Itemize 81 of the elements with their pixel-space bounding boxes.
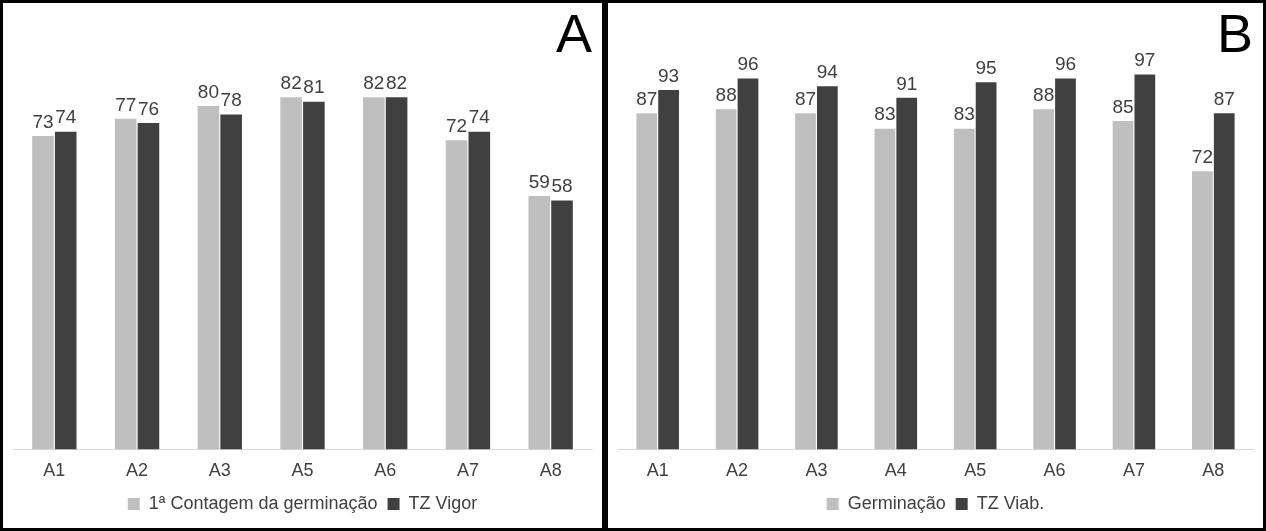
bar xyxy=(1192,171,1213,450)
data-label: 87 xyxy=(794,87,817,109)
data-label: 83 xyxy=(874,103,896,125)
bar xyxy=(715,109,737,450)
data-label: 77 xyxy=(115,93,137,115)
bar xyxy=(445,140,468,450)
bar xyxy=(975,82,997,450)
x-tick-label: A2 xyxy=(726,460,749,481)
x-tick-label: A2 xyxy=(126,460,149,481)
bar xyxy=(816,86,838,450)
x-tick-label: A8 xyxy=(1202,460,1225,481)
x-tick-label: A6 xyxy=(1043,460,1066,481)
x-tick-label: A1 xyxy=(43,460,66,481)
bar xyxy=(896,97,918,450)
data-label: 59 xyxy=(528,170,550,192)
bar xyxy=(303,101,325,450)
data-label: 96 xyxy=(737,53,759,75)
bar xyxy=(114,118,137,450)
bar xyxy=(528,196,551,450)
x-tick-label: A7 xyxy=(1122,460,1145,481)
data-label: 74 xyxy=(55,106,77,128)
data-label: 93 xyxy=(658,64,680,86)
data-label: 78 xyxy=(220,89,242,111)
data-label: 83 xyxy=(953,103,975,125)
x-tick-label: A3 xyxy=(805,460,828,481)
x-tick-label: A7 xyxy=(456,460,479,481)
data-label: 81 xyxy=(303,76,325,98)
legend-label: TZ Vigor xyxy=(408,492,478,513)
data-label: 82 xyxy=(280,72,302,94)
data-label: 91 xyxy=(896,72,918,94)
chart-title: B xyxy=(1216,3,1253,63)
bar xyxy=(636,113,658,450)
x-tick-label: A1 xyxy=(646,460,669,481)
data-label: 95 xyxy=(975,57,997,79)
bar xyxy=(874,128,896,450)
data-label: 97 xyxy=(1134,49,1156,71)
data-label: 72 xyxy=(1191,145,1213,167)
bar xyxy=(280,97,302,450)
bar xyxy=(658,90,679,450)
data-label: 96 xyxy=(1054,53,1077,75)
bar xyxy=(795,113,816,450)
legend-label: 1ª Contagem da germinação xyxy=(148,492,378,513)
data-label: 85 xyxy=(1112,95,1134,117)
bar xyxy=(1055,78,1076,450)
bar xyxy=(363,97,385,450)
x-tick-label: A5 xyxy=(291,460,314,481)
bar xyxy=(468,131,491,450)
data-label: 82 xyxy=(386,72,408,94)
x-tick-label: A3 xyxy=(208,460,231,481)
bar xyxy=(32,135,54,450)
bar xyxy=(385,97,408,450)
legend-label: Germinação xyxy=(847,492,946,513)
bar xyxy=(1112,120,1134,450)
data-label: 94 xyxy=(816,60,839,82)
x-tick-label: A5 xyxy=(964,460,987,481)
bar xyxy=(197,105,220,450)
data-label: 80 xyxy=(197,80,219,102)
chart-title: A xyxy=(555,3,592,63)
bar xyxy=(1134,74,1156,450)
bar xyxy=(551,200,573,450)
data-label: 72 xyxy=(445,115,468,137)
data-label: 87 xyxy=(636,87,658,109)
bar xyxy=(1213,113,1235,450)
legend-label: TZ Viab. xyxy=(976,492,1045,513)
data-label: 76 xyxy=(137,97,160,119)
data-label: 88 xyxy=(715,84,737,106)
bar xyxy=(137,123,160,450)
bar xyxy=(220,114,242,450)
bar xyxy=(737,78,759,450)
data-label: 58 xyxy=(551,175,573,197)
data-label: 87 xyxy=(1213,87,1235,109)
bar xyxy=(1033,109,1055,450)
bar xyxy=(953,128,975,450)
data-label: 73 xyxy=(32,110,54,132)
data-label: 88 xyxy=(1033,84,1055,106)
x-tick-label: A4 xyxy=(884,460,907,481)
x-tick-label: A8 xyxy=(539,460,562,481)
data-label: 74 xyxy=(468,106,491,128)
bar xyxy=(54,131,77,450)
x-tick-label: A6 xyxy=(374,460,397,481)
data-label: 82 xyxy=(363,72,385,94)
